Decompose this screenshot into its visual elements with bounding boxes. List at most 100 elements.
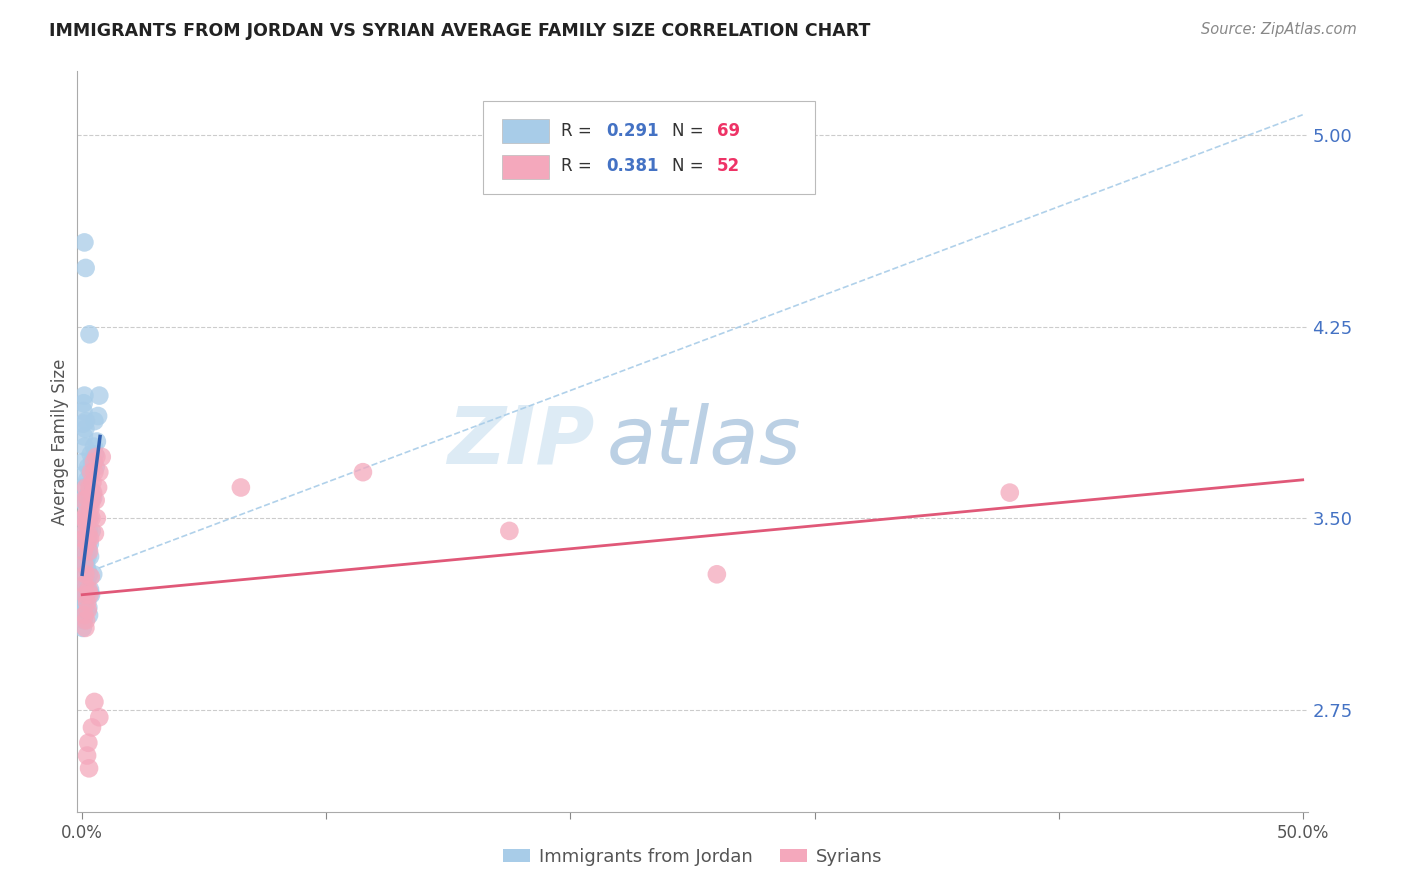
Point [72,582,94,597]
Point [83,695,105,709]
Point [73,467,96,482]
Point [79,500,101,515]
Point [82,485,104,500]
Point [72,557,94,571]
Point [73,235,96,250]
Point [86,511,108,525]
Point [77,511,100,525]
Point [86,450,108,464]
Point [82,485,104,500]
Point [82,491,104,505]
Point [73,396,96,410]
Point [80,524,103,538]
Legend: Immigrants from Jordan, Syrians: Immigrants from Jordan, Syrians [495,840,890,873]
Point [76,491,98,505]
Point [77,582,100,597]
FancyBboxPatch shape [502,155,548,178]
Point [75,588,97,602]
Point [75,422,97,436]
Point [73,511,96,525]
Point [72,493,94,508]
Point [79,549,101,564]
Text: 69: 69 [717,122,740,140]
Point [75,511,97,525]
Point [73,526,96,541]
Point [79,536,101,550]
Text: R =: R = [561,122,596,140]
Point [73,532,96,546]
Point [76,491,98,505]
Point [75,481,97,495]
Point [77,541,100,556]
Point [76,603,98,617]
Text: atlas: atlas [606,402,801,481]
Point [76,549,98,564]
Point [84,460,107,475]
Point [75,603,97,617]
Point [72,417,94,431]
Point [79,481,101,495]
Point [84,493,107,508]
Point [89,710,111,724]
Point [84,526,107,541]
Point [79,588,101,602]
Point [75,567,97,582]
Point [498,524,520,538]
Point [73,429,96,443]
Point [80,570,103,584]
Point [82,567,104,582]
Point [76,532,98,546]
Point [80,511,103,525]
Point [72,481,94,495]
Point [77,544,100,558]
Text: N =: N = [672,157,709,175]
Point [80,455,103,469]
Point [77,608,100,623]
Point [73,577,96,591]
Point [75,516,97,531]
Text: 52: 52 [717,157,740,175]
Point [79,327,101,342]
Point [76,536,98,550]
Point [79,465,101,479]
Point [77,736,100,750]
Point [77,761,100,775]
Point [75,557,97,571]
Point [73,595,96,609]
Point [86,434,108,449]
Point [87,409,110,423]
Point [72,621,94,635]
Point [76,562,98,576]
Point [75,260,97,275]
Point [73,608,96,623]
FancyBboxPatch shape [502,120,548,144]
Point [76,574,98,589]
Point [79,511,101,525]
Point [80,493,103,508]
Point [73,557,96,571]
Point [76,473,98,487]
Point [80,491,103,505]
Point [77,600,100,615]
Point [77,499,100,513]
Point [79,532,101,546]
Point [87,481,110,495]
Point [77,524,100,538]
Text: ZIP: ZIP [447,402,595,481]
Point [75,621,97,635]
Point [76,595,98,609]
Point [76,748,98,763]
Point [73,613,96,627]
Point [83,440,105,454]
Point [229,481,252,495]
Point [72,455,94,469]
Point [89,465,111,479]
Point [80,721,103,735]
Point [77,460,100,475]
Point [79,582,101,597]
Point [90,450,112,464]
Point [75,414,97,428]
Text: IMMIGRANTS FROM JORDAN VS SYRIAN AVERAGE FAMILY SIZE CORRELATION CHART: IMMIGRANTS FROM JORDAN VS SYRIAN AVERAGE… [49,22,870,40]
Point [84,447,107,461]
Point [706,567,728,582]
